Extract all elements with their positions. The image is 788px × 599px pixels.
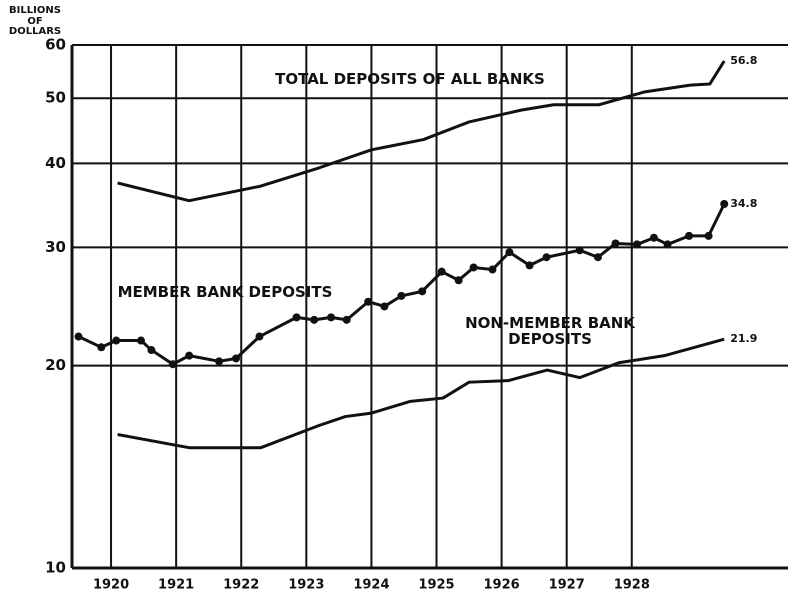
point [185,351,194,360]
series-line [117,337,725,450]
point [575,246,584,255]
point [685,231,694,240]
point [542,253,551,262]
point [147,346,156,355]
x-tick-label: 1921 [158,578,194,593]
point [488,265,497,274]
series-line [117,60,726,203]
point [469,263,478,272]
point [232,354,241,363]
point [397,291,406,300]
y-axis-label: BILLIONS OF DOLLARS [8,5,62,37]
point [632,240,641,249]
point [380,302,389,311]
point [704,231,713,240]
point [663,240,672,249]
point [593,253,602,262]
point [454,276,463,285]
x-tick-label: 1924 [353,578,389,593]
x-tick-label: 1926 [484,578,520,593]
point [215,357,224,366]
x-tick-label: 1922 [223,578,259,593]
point [74,332,83,341]
y-tick-label: 40 [45,154,66,172]
point [255,332,264,341]
point [437,267,446,276]
y-tick-label: 30 [45,238,66,256]
point [525,261,534,270]
x-tick-label: 1925 [418,578,454,593]
point [342,315,351,324]
point [97,343,106,352]
point [310,315,319,324]
y-tick-label: 60 [45,36,66,54]
end-value-label: 21.9 [730,332,757,345]
x-tick-label: 1927 [549,578,585,593]
point [327,313,336,322]
point [611,239,620,248]
series-label: NON-MEMBER BANK DEPOSITS [465,314,635,348]
series-line [77,203,726,366]
series-label: TOTAL DEPOSITS OF ALL BANKS [275,70,545,88]
y-tick-label: 50 [45,89,66,107]
point [364,297,373,306]
y-tick-label: 20 [45,356,66,374]
point [720,200,729,209]
point [112,336,121,345]
point [418,287,427,296]
x-tick-label: 1928 [614,578,650,593]
point [292,313,301,322]
point [505,248,514,257]
end-value-label: 56.8 [730,54,757,67]
end-value-label: 34.8 [730,197,757,210]
point [649,233,658,242]
x-tick-label: 1920 [93,578,129,593]
x-tick-label: 1923 [288,578,324,593]
point [136,336,145,345]
point [168,360,177,369]
series-label: MEMBER BANK DEPOSITS [117,283,333,301]
y-tick-label: 10 [45,559,66,577]
